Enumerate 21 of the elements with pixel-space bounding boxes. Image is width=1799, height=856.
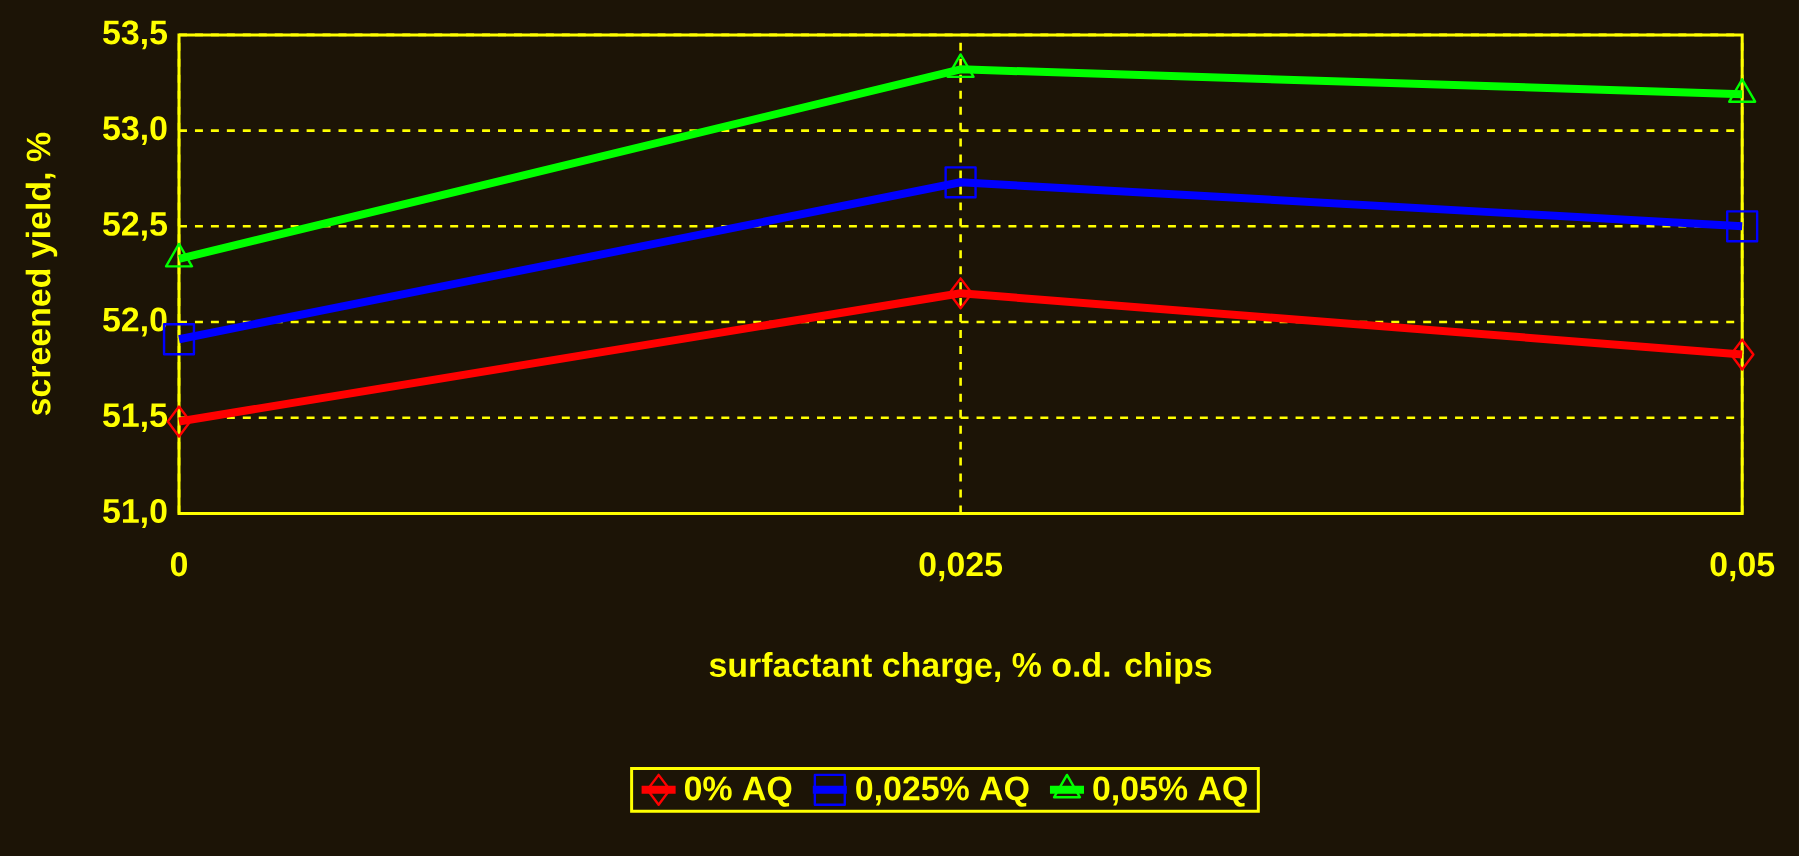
point [1728, 77, 1757, 103]
point [948, 276, 974, 310]
legend-label: 0,025% AQ [856, 776, 1029, 807]
x-axis-title: surfactant charge, % o.d. chips [709, 651, 1212, 684]
x-tick-label: 0 [170, 552, 188, 577]
point [946, 53, 975, 78]
y-tick-label: 51,0 [103, 498, 167, 528]
legend-label: 0,05% AQ [1093, 776, 1247, 807]
point [1726, 209, 1759, 243]
point [166, 405, 192, 438]
point [1729, 338, 1755, 371]
y-axis-title: screened yield, % [25, 132, 58, 416]
y-tick-label: 52,0 [103, 307, 167, 337]
x-tick-label: 0,025 [919, 552, 1003, 582]
x-tick-label: 0,05 [1710, 552, 1775, 582]
legend-label: 0% AQ [684, 776, 792, 807]
y-tick-label: 53,0 [103, 115, 167, 145]
y-tick-label: 51,5 [103, 403, 168, 432]
point [944, 165, 977, 199]
y-tick-label: 53,5 [103, 20, 168, 50]
y-tick-label: 52,5 [103, 211, 168, 241]
